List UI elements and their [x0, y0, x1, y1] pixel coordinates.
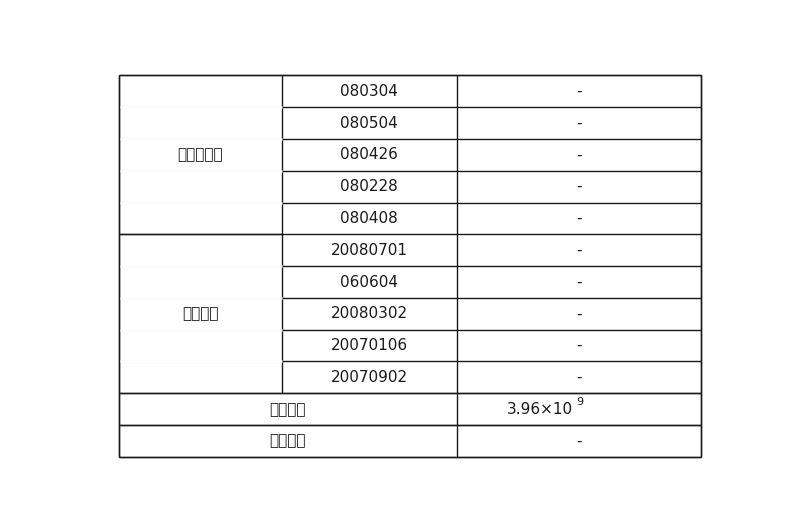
Text: -: -: [576, 179, 582, 194]
Text: 阴性对照: 阴性对照: [270, 434, 306, 448]
Text: 080426: 080426: [340, 148, 398, 162]
Text: 阳性对照: 阳性对照: [270, 402, 306, 417]
Text: 080408: 080408: [340, 211, 398, 226]
Text: 20070106: 20070106: [330, 338, 408, 353]
Text: -: -: [576, 148, 582, 162]
Text: 20080302: 20080302: [330, 306, 408, 321]
Text: 080304: 080304: [340, 84, 398, 99]
Text: -: -: [576, 243, 582, 258]
Text: -: -: [576, 275, 582, 289]
Text: 武汉三利: 武汉三利: [182, 306, 218, 321]
Text: -: -: [576, 115, 582, 131]
Text: -: -: [576, 370, 582, 385]
Text: -: -: [576, 306, 582, 321]
Text: 杭州四季青: 杭州四季青: [178, 148, 223, 162]
Text: -: -: [576, 211, 582, 226]
Text: 080228: 080228: [340, 179, 398, 194]
Text: -: -: [576, 338, 582, 353]
Text: 3.96×10: 3.96×10: [506, 402, 573, 417]
Text: 20080701: 20080701: [330, 243, 408, 258]
Text: -: -: [576, 434, 582, 448]
Text: 060604: 060604: [340, 275, 398, 289]
Text: 20070902: 20070902: [330, 370, 408, 385]
Text: 080504: 080504: [340, 115, 398, 131]
Text: 9: 9: [576, 397, 583, 407]
Text: -: -: [576, 84, 582, 99]
